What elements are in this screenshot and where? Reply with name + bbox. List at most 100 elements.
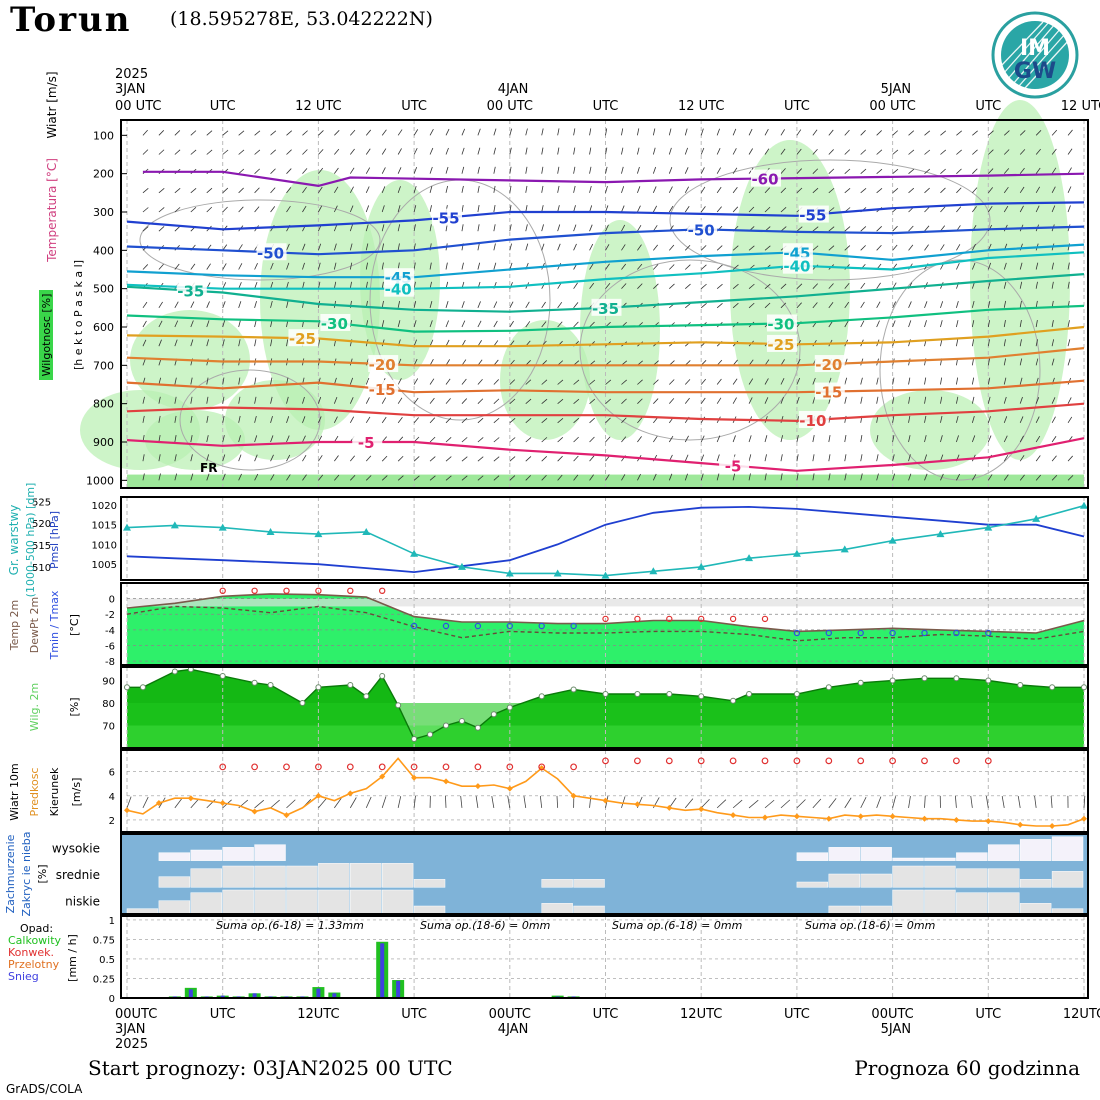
humidity-marker xyxy=(953,675,960,682)
humidity-2m-label: Wilg. 2m xyxy=(28,683,41,731)
wind-barb xyxy=(1051,474,1058,481)
wind-barb xyxy=(158,377,162,385)
wind-barb xyxy=(732,245,739,251)
wind-barb xyxy=(605,417,611,424)
wind-barb xyxy=(876,244,882,251)
wind-barb xyxy=(525,398,532,404)
wind-barb xyxy=(509,437,516,443)
wind-barb xyxy=(254,281,258,289)
thickness-marker xyxy=(888,536,897,544)
wind-barb xyxy=(445,128,450,136)
wind-barb xyxy=(461,128,466,136)
wind-barb xyxy=(748,245,755,251)
wind-barb xyxy=(413,148,418,155)
wind-barb xyxy=(206,263,211,270)
wind-barb xyxy=(142,129,148,136)
wind-barb xyxy=(445,262,448,270)
profile-pressure-label: [h e k t o P a s k a l] xyxy=(72,260,85,370)
wind-barb xyxy=(365,243,369,251)
wind-barb xyxy=(908,320,912,328)
wind-barb xyxy=(238,206,244,213)
wind-barb xyxy=(493,379,499,385)
wind-barb xyxy=(1019,377,1023,385)
wind-barb xyxy=(509,166,512,174)
wind-barb xyxy=(972,474,977,481)
wind-barb xyxy=(908,415,911,423)
wind-barb xyxy=(796,454,799,462)
wind-barb xyxy=(621,147,624,155)
wind-barb xyxy=(429,128,434,136)
wind-unit-label: [m/s] xyxy=(70,778,83,807)
wind-barb xyxy=(270,377,273,385)
wind-barb xyxy=(365,129,372,136)
wind-barb xyxy=(429,166,433,174)
wind-panel: 2 4 6 xyxy=(109,749,1089,833)
wind-barb xyxy=(541,398,548,404)
bottom-time-label: UTC xyxy=(210,1007,236,1022)
wind-barb xyxy=(349,397,354,404)
wind-barb xyxy=(286,454,291,462)
wind-direction-barb xyxy=(748,799,759,809)
humidity-blob xyxy=(500,320,590,440)
bottom-date-label: 5JAN xyxy=(881,1022,912,1037)
wind-direction-barb xyxy=(507,795,511,808)
wind-direction-barb xyxy=(892,796,897,808)
tmax-marker xyxy=(219,587,226,595)
wind-barb xyxy=(286,474,291,481)
wind-barb xyxy=(748,454,752,462)
wind-barb xyxy=(445,147,449,155)
gust-marker xyxy=(921,757,928,765)
isotherm-label-bg xyxy=(256,243,287,261)
wind-barb xyxy=(318,149,324,155)
wind-barb xyxy=(924,415,927,423)
wind-barb xyxy=(286,243,290,251)
wind-barb xyxy=(461,437,468,443)
wind-barb xyxy=(988,130,994,136)
wind-barb xyxy=(605,474,610,481)
cloud-label: Zachmurzenie xyxy=(4,834,17,913)
wind-barb xyxy=(238,339,241,347)
thickness-marker xyxy=(410,549,419,557)
wind-barb xyxy=(844,245,851,251)
precip-legend-item: Przelotny xyxy=(8,958,60,971)
wind-barb xyxy=(956,473,960,481)
wind-barb xyxy=(477,205,480,213)
wind-barb xyxy=(206,206,213,213)
wind-barb xyxy=(605,186,608,193)
wind-barb xyxy=(732,206,739,213)
wind-barb xyxy=(461,147,465,155)
wind-barb xyxy=(716,302,723,309)
wind-direction-barb xyxy=(828,798,837,809)
wind-barb xyxy=(828,435,831,443)
thickness-tick-label: 520 xyxy=(32,519,51,530)
wind-barb xyxy=(764,206,771,213)
wind-barb xyxy=(222,396,225,404)
wind-barb xyxy=(637,186,641,193)
humidity-marker xyxy=(506,704,513,711)
wind-barb xyxy=(669,264,675,270)
humidity-band-low xyxy=(127,725,1084,748)
wind-speed-marker xyxy=(124,807,130,814)
tmax-marker xyxy=(251,587,258,595)
wind-barb xyxy=(381,243,385,251)
humidity-marker xyxy=(985,677,992,684)
wind-barb xyxy=(461,320,466,328)
wind-barb xyxy=(844,473,847,481)
wind-barb xyxy=(349,186,354,194)
cloud-bar-wysokie xyxy=(254,844,286,861)
wind-barb xyxy=(174,130,181,136)
freezing-rain-label: FR xyxy=(200,461,217,475)
wind-barb xyxy=(381,416,387,424)
wind-barb xyxy=(860,188,867,194)
wind-barb xyxy=(956,415,959,423)
top-date-label: 5JAN xyxy=(881,82,912,97)
wind-barb xyxy=(429,397,435,404)
wind-barb xyxy=(860,282,866,289)
humidity-marker xyxy=(251,679,258,686)
panel-frame-hum xyxy=(120,666,1089,749)
wind-barb xyxy=(238,377,241,385)
cloud-bar-wysokie xyxy=(1019,839,1052,861)
wind-barb xyxy=(637,244,642,251)
wind-barb xyxy=(764,148,770,155)
wind-barb xyxy=(892,473,896,481)
